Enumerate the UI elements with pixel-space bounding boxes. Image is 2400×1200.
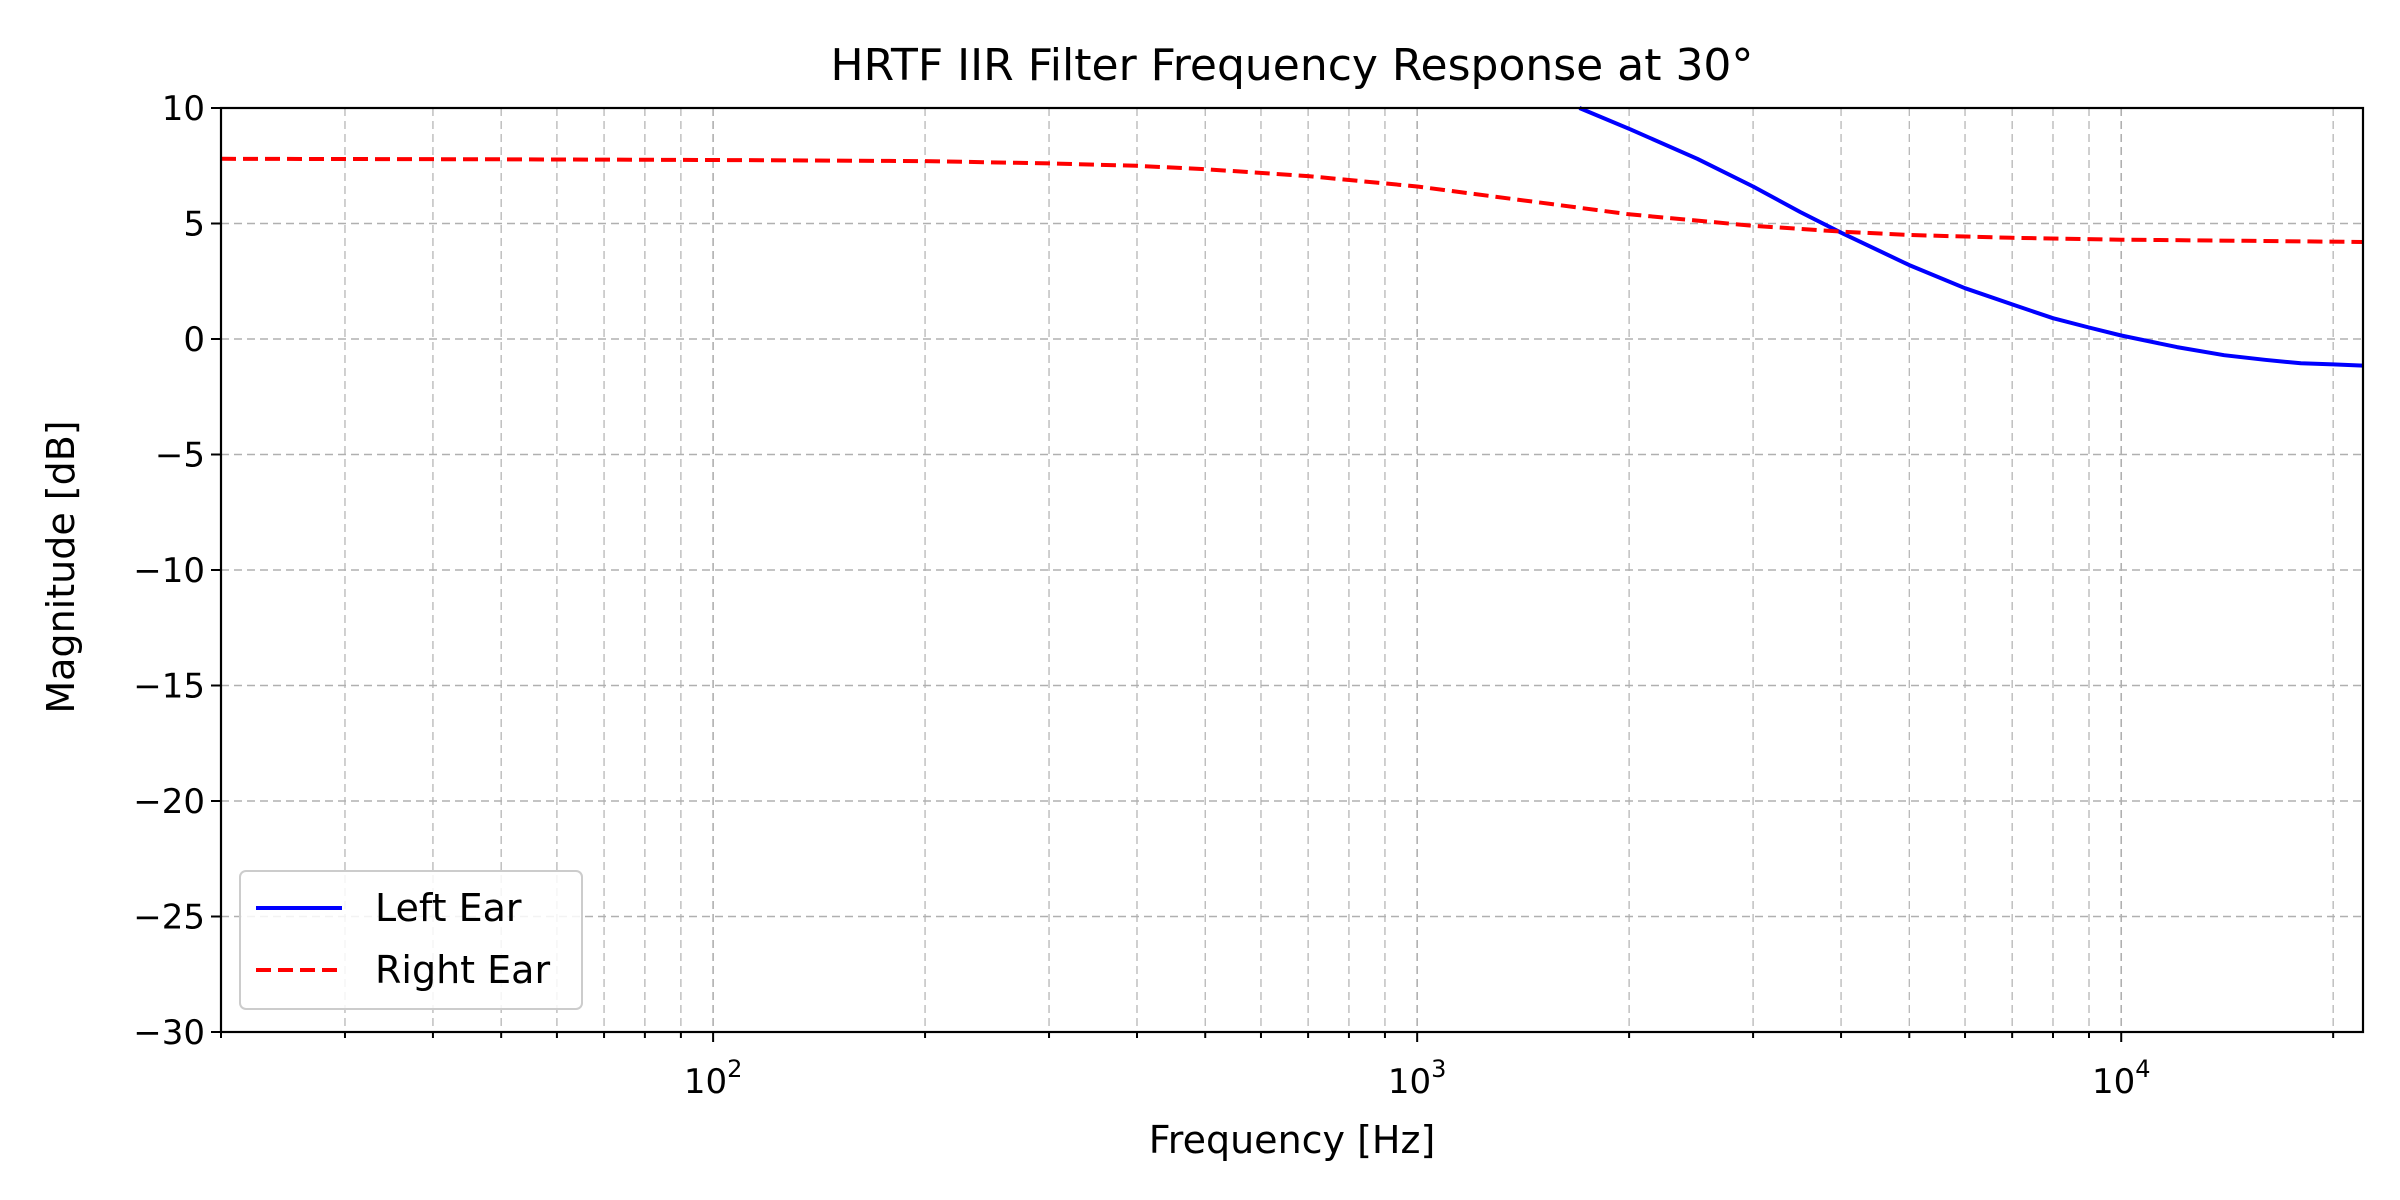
series-line-right-ear: [220, 156, 2364, 244]
chart-title: HRTF IIR Filter Frequency Response at 30…: [831, 40, 1754, 91]
y-tick-label: 5: [183, 205, 205, 245]
y-axis-label: Magnitude [dB]: [39, 420, 83, 713]
legend-label-right-ear: Right Ear: [375, 948, 550, 992]
x-tick-label-exponent: 2: [727, 1055, 742, 1083]
grid: [220, 107, 2363, 1033]
x-tick-label-base: 10: [684, 1062, 727, 1102]
legend: Left Ear Right Ear: [239, 870, 583, 1010]
x-tick-label-base: 10: [2092, 1062, 2135, 1102]
x-tick-label-exponent: 3: [1431, 1055, 1446, 1083]
series-line-left-ear: [1578, 106, 2364, 368]
series-lines: [220, 106, 2364, 368]
x-tick-label-exponent: 4: [2135, 1055, 2150, 1083]
x-axis-label: Frequency [Hz]: [1149, 1118, 1436, 1162]
x-tick-label: 103: [1388, 1055, 1447, 1102]
x-tick-label: 102: [684, 1055, 743, 1102]
y-tick-label: −5: [155, 436, 205, 476]
y-tick-label: −30: [133, 1013, 205, 1053]
y-tick-label: −15: [133, 667, 205, 707]
y-tick-label: 0: [183, 320, 205, 360]
y-tick-label: −25: [133, 898, 205, 938]
y-tick-label: −20: [133, 782, 205, 822]
y-tick-label: −10: [133, 551, 205, 591]
legend-box: [239, 870, 583, 1010]
x-tick-label: 104: [2092, 1055, 2151, 1102]
y-tick-label: 10: [162, 89, 205, 129]
legend-label-left-ear: Left Ear: [375, 886, 522, 930]
x-tick-label-base: 10: [1388, 1062, 1431, 1102]
